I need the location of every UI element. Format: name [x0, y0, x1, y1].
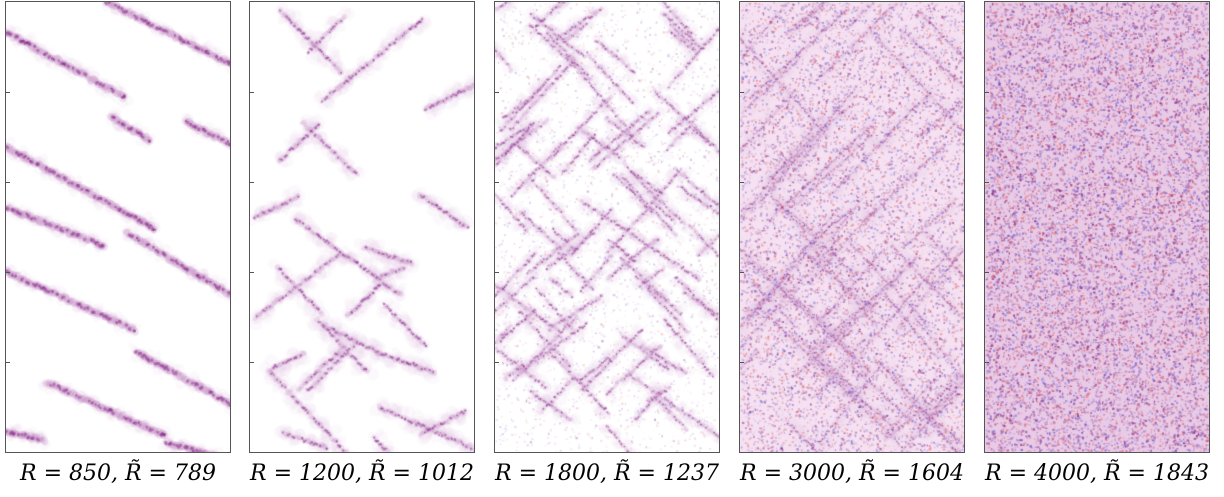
heatmap-3 — [495, 2, 719, 452]
y-tick-2-2 — [250, 182, 254, 183]
panel-3 — [494, 1, 720, 453]
y-tick-4-1 — [740, 92, 744, 93]
y-tick-2-3 — [250, 272, 254, 273]
caption-3: R = 1800, R̃ = 1237 — [495, 461, 719, 486]
y-tick-3-3 — [495, 272, 499, 273]
panel-5 — [984, 1, 1210, 453]
y-tick-5-3 — [985, 272, 989, 273]
y-tick-4-3 — [740, 272, 744, 273]
y-tick-1-4 — [6, 362, 10, 363]
heatmap-1 — [6, 2, 230, 452]
caption-1: R = 850, R̃ = 789 — [20, 461, 216, 486]
y-tick-3-1 — [495, 92, 499, 93]
y-tick-3-4 — [495, 362, 499, 363]
caption-5: R = 4000, R̃ = 1843 — [985, 461, 1209, 486]
y-tick-5-4 — [985, 362, 989, 363]
y-tick-1-3 — [6, 272, 10, 273]
heatmap-5 — [985, 2, 1209, 452]
y-tick-5-2 — [985, 182, 989, 183]
caption-2: R = 1200, R̃ = 1012 — [250, 461, 474, 486]
heatmap-4 — [740, 2, 964, 452]
y-tick-1-2 — [6, 182, 10, 183]
panel-2 — [249, 1, 475, 453]
panel-1 — [5, 1, 231, 453]
y-tick-4-4 — [740, 362, 744, 363]
y-tick-5-1 — [985, 92, 989, 93]
y-tick-2-4 — [250, 362, 254, 363]
caption-4: R = 3000, R̃ = 1604 — [740, 461, 964, 486]
y-tick-3-2 — [495, 182, 499, 183]
y-tick-1-1 — [6, 92, 10, 93]
panel-4 — [739, 1, 965, 453]
y-tick-4-2 — [740, 182, 744, 183]
heatmap-2 — [250, 2, 474, 452]
y-tick-2-1 — [250, 92, 254, 93]
